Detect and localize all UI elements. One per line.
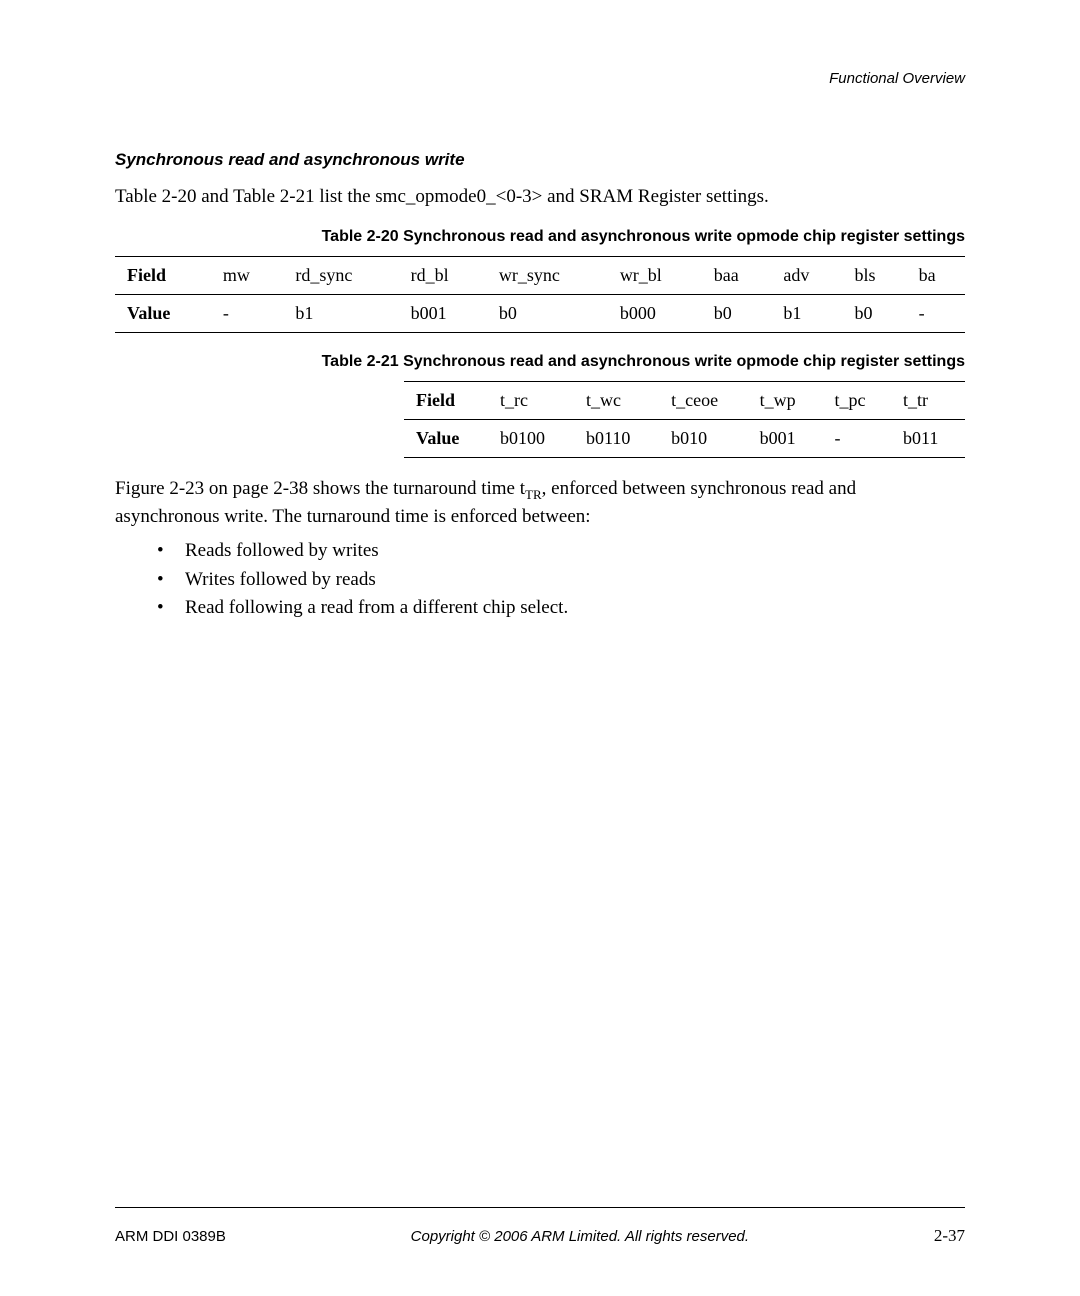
- table-21-header-row: Field t_rc t_wc t_ceoe t_wp t_pc t_tr: [404, 382, 965, 420]
- table-20-wrapper: Field mw rd_sync rd_bl wr_sync wr_bl baa…: [115, 256, 965, 333]
- table-header-cell: t_tr: [891, 382, 965, 420]
- footer-copyright: Copyright © 2006 ARM Limited. All rights…: [411, 1228, 749, 1245]
- table-header-cell: Field: [115, 257, 211, 295]
- table-20-value-row: Value - b1 b001 b0 b000 b0 b1 b0 -: [115, 295, 965, 333]
- table-header-cell: rd_bl: [399, 257, 487, 295]
- table-cell: b0100: [488, 420, 574, 458]
- table-header-cell: baa: [702, 257, 772, 295]
- table-header-cell: t_wc: [574, 382, 659, 420]
- table-cell: b0110: [574, 420, 659, 458]
- table-header-cell: ba: [907, 257, 965, 295]
- table-20-header-row: Field mw rd_sync rd_bl wr_sync wr_bl baa…: [115, 257, 965, 295]
- table-cell: b0: [487, 295, 608, 333]
- list-item: Writes followed by reads: [157, 566, 965, 595]
- table-21-caption: Table 2-21 Synchronous read and asynchro…: [115, 351, 965, 373]
- table-header-cell: Field: [404, 382, 488, 420]
- bullet-list: Reads followed by writes Writes followed…: [157, 537, 965, 623]
- footer-rule: [115, 1207, 965, 1208]
- table-20-caption: Table 2-20 Synchronous read and asynchro…: [115, 226, 965, 248]
- header-section-label: Functional Overview: [829, 70, 965, 87]
- table-row-label: Value: [115, 295, 211, 333]
- table-header-cell: t_rc: [488, 382, 574, 420]
- para2-pre: Figure 2-23 on page 2-38 shows the turna…: [115, 478, 525, 499]
- para2-subscript: TR: [525, 487, 542, 502]
- table-header-cell: bls: [843, 257, 907, 295]
- table-cell: b001: [399, 295, 487, 333]
- table-21-wrapper: Field t_rc t_wc t_ceoe t_wp t_pc t_tr Va…: [115, 381, 965, 458]
- table-cell: -: [907, 295, 965, 333]
- turnaround-paragraph: Figure 2-23 on page 2-38 shows the turna…: [115, 476, 965, 529]
- footer-page-number: 2-37: [934, 1226, 965, 1246]
- table-cell: b1: [771, 295, 842, 333]
- table-header-cell: wr_sync: [487, 257, 608, 295]
- table-21-value-row: Value b0100 b0110 b010 b001 - b011: [404, 420, 965, 458]
- table-cell: b0: [843, 295, 907, 333]
- table-header-cell: wr_bl: [608, 257, 702, 295]
- table-header-cell: t_ceoe: [659, 382, 747, 420]
- section-title: Synchronous read and asynchronous write: [115, 150, 965, 170]
- table-header-cell: mw: [211, 257, 284, 295]
- list-item: Reads followed by writes: [157, 537, 965, 566]
- table-cell: -: [822, 420, 891, 458]
- table-21: Field t_rc t_wc t_ceoe t_wp t_pc t_tr Va…: [404, 381, 965, 458]
- table-cell: b011: [891, 420, 965, 458]
- footer-doc-id: ARM DDI 0389B: [115, 1228, 226, 1245]
- table-cell: b010: [659, 420, 747, 458]
- table-header-cell: t_pc: [822, 382, 891, 420]
- footer: ARM DDI 0389B Copyright © 2006 ARM Limit…: [115, 1218, 965, 1246]
- table-cell: b1: [283, 295, 398, 333]
- table-cell: b001: [748, 420, 823, 458]
- table-header-cell: t_wp: [748, 382, 823, 420]
- table-cell: b0: [702, 295, 772, 333]
- table-header-cell: rd_sync: [283, 257, 398, 295]
- main-content: Synchronous read and asynchronous write …: [115, 150, 965, 623]
- table-header-cell: adv: [771, 257, 842, 295]
- table-cell: -: [211, 295, 284, 333]
- table-cell: b000: [608, 295, 702, 333]
- table-20: Field mw rd_sync rd_bl wr_sync wr_bl baa…: [115, 256, 965, 333]
- intro-paragraph: Table 2-20 and Table 2-21 list the smc_o…: [115, 184, 965, 210]
- table-row-label: Value: [404, 420, 488, 458]
- list-item: Read following a read from a different c…: [157, 594, 965, 623]
